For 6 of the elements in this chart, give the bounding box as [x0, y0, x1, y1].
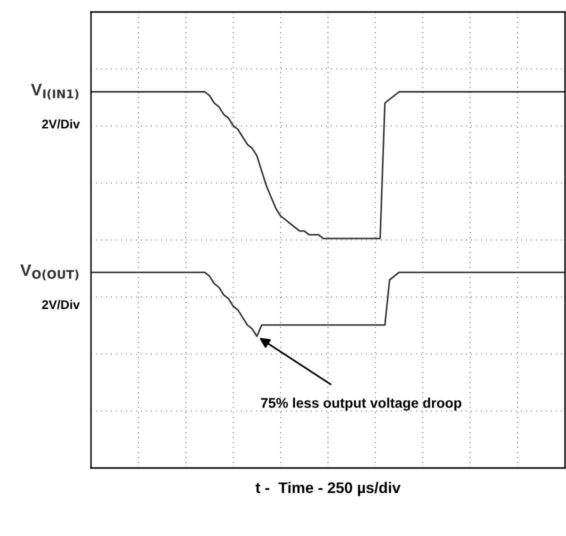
series-label: V$_{O(OUT)}$ [20, 264, 78, 280]
x-axis-title: t - Time - 250 µs/div [256, 482, 401, 496]
series-label: V$_{I(IN1)}$ [31, 84, 78, 100]
text: 2V/Div [42, 119, 80, 129]
annotation: 75% less output voltage droop [261, 398, 462, 411]
text: 2V/Div [42, 300, 80, 310]
